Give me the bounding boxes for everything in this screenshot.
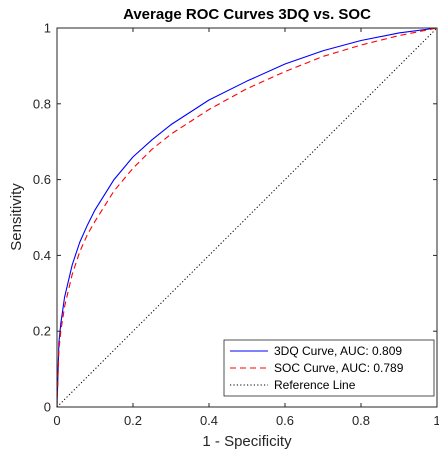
y-tick-label: 1 xyxy=(44,21,51,36)
x-tick-label: 0 xyxy=(53,413,60,428)
legend-box xyxy=(223,339,435,397)
x-axis-label: 1 - Specificity xyxy=(202,433,292,450)
y-tick-label: 0 xyxy=(44,400,51,415)
chart-title: Average ROC Curves 3DQ vs. SOC xyxy=(123,6,371,23)
x-tick-label: 0.4 xyxy=(200,413,218,428)
legend-entries: 3DQ Curve, AUC: 0.809 SOC Curve, AUC: 0.7… xyxy=(230,344,404,392)
series-line-2 xyxy=(56,27,438,408)
series-layer xyxy=(56,27,438,408)
legend-label-1: SOC Curve, AUC: 0.789 xyxy=(274,361,404,375)
plot-frame xyxy=(56,27,438,408)
y-tick-label: 0.4 xyxy=(33,248,51,263)
series-line-0 xyxy=(56,27,438,408)
y-tick-label: 0.8 xyxy=(33,96,51,111)
x-axis-ticks: 0 0.2 0.4 0.6 0.8 1 xyxy=(53,28,439,428)
y-axis-label: Sensitivity xyxy=(8,183,25,251)
legend: 3DQ Curve, AUC: 0.809 SOC Curve, AUC: 0.7… xyxy=(223,339,435,397)
x-tick-label: 1 xyxy=(433,413,439,428)
y-axis-ticks: 0 0.2 0.4 0.6 0.8 1 xyxy=(33,21,437,415)
y-tick-label: 0.6 xyxy=(33,172,51,187)
x-tick-label: 0.2 xyxy=(124,413,142,428)
legend-label-0: 3DQ Curve, AUC: 0.809 xyxy=(274,344,402,358)
x-tick-label: 0.8 xyxy=(352,413,370,428)
y-tick-label: 0.2 xyxy=(33,324,51,339)
x-tick-label: 0.6 xyxy=(276,413,294,428)
series-line-1 xyxy=(56,27,438,408)
legend-label-2: Reference Line xyxy=(274,378,356,392)
